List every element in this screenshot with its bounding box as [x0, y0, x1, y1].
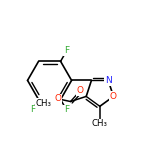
Text: CH₃: CH₃	[92, 119, 108, 128]
Text: O: O	[77, 86, 84, 95]
Text: O: O	[54, 94, 61, 103]
Text: CH₃: CH₃	[36, 99, 52, 108]
Text: O: O	[110, 92, 117, 101]
Text: F: F	[64, 46, 69, 55]
Text: F: F	[30, 105, 35, 114]
Text: F: F	[64, 105, 69, 114]
Text: N: N	[105, 76, 112, 85]
